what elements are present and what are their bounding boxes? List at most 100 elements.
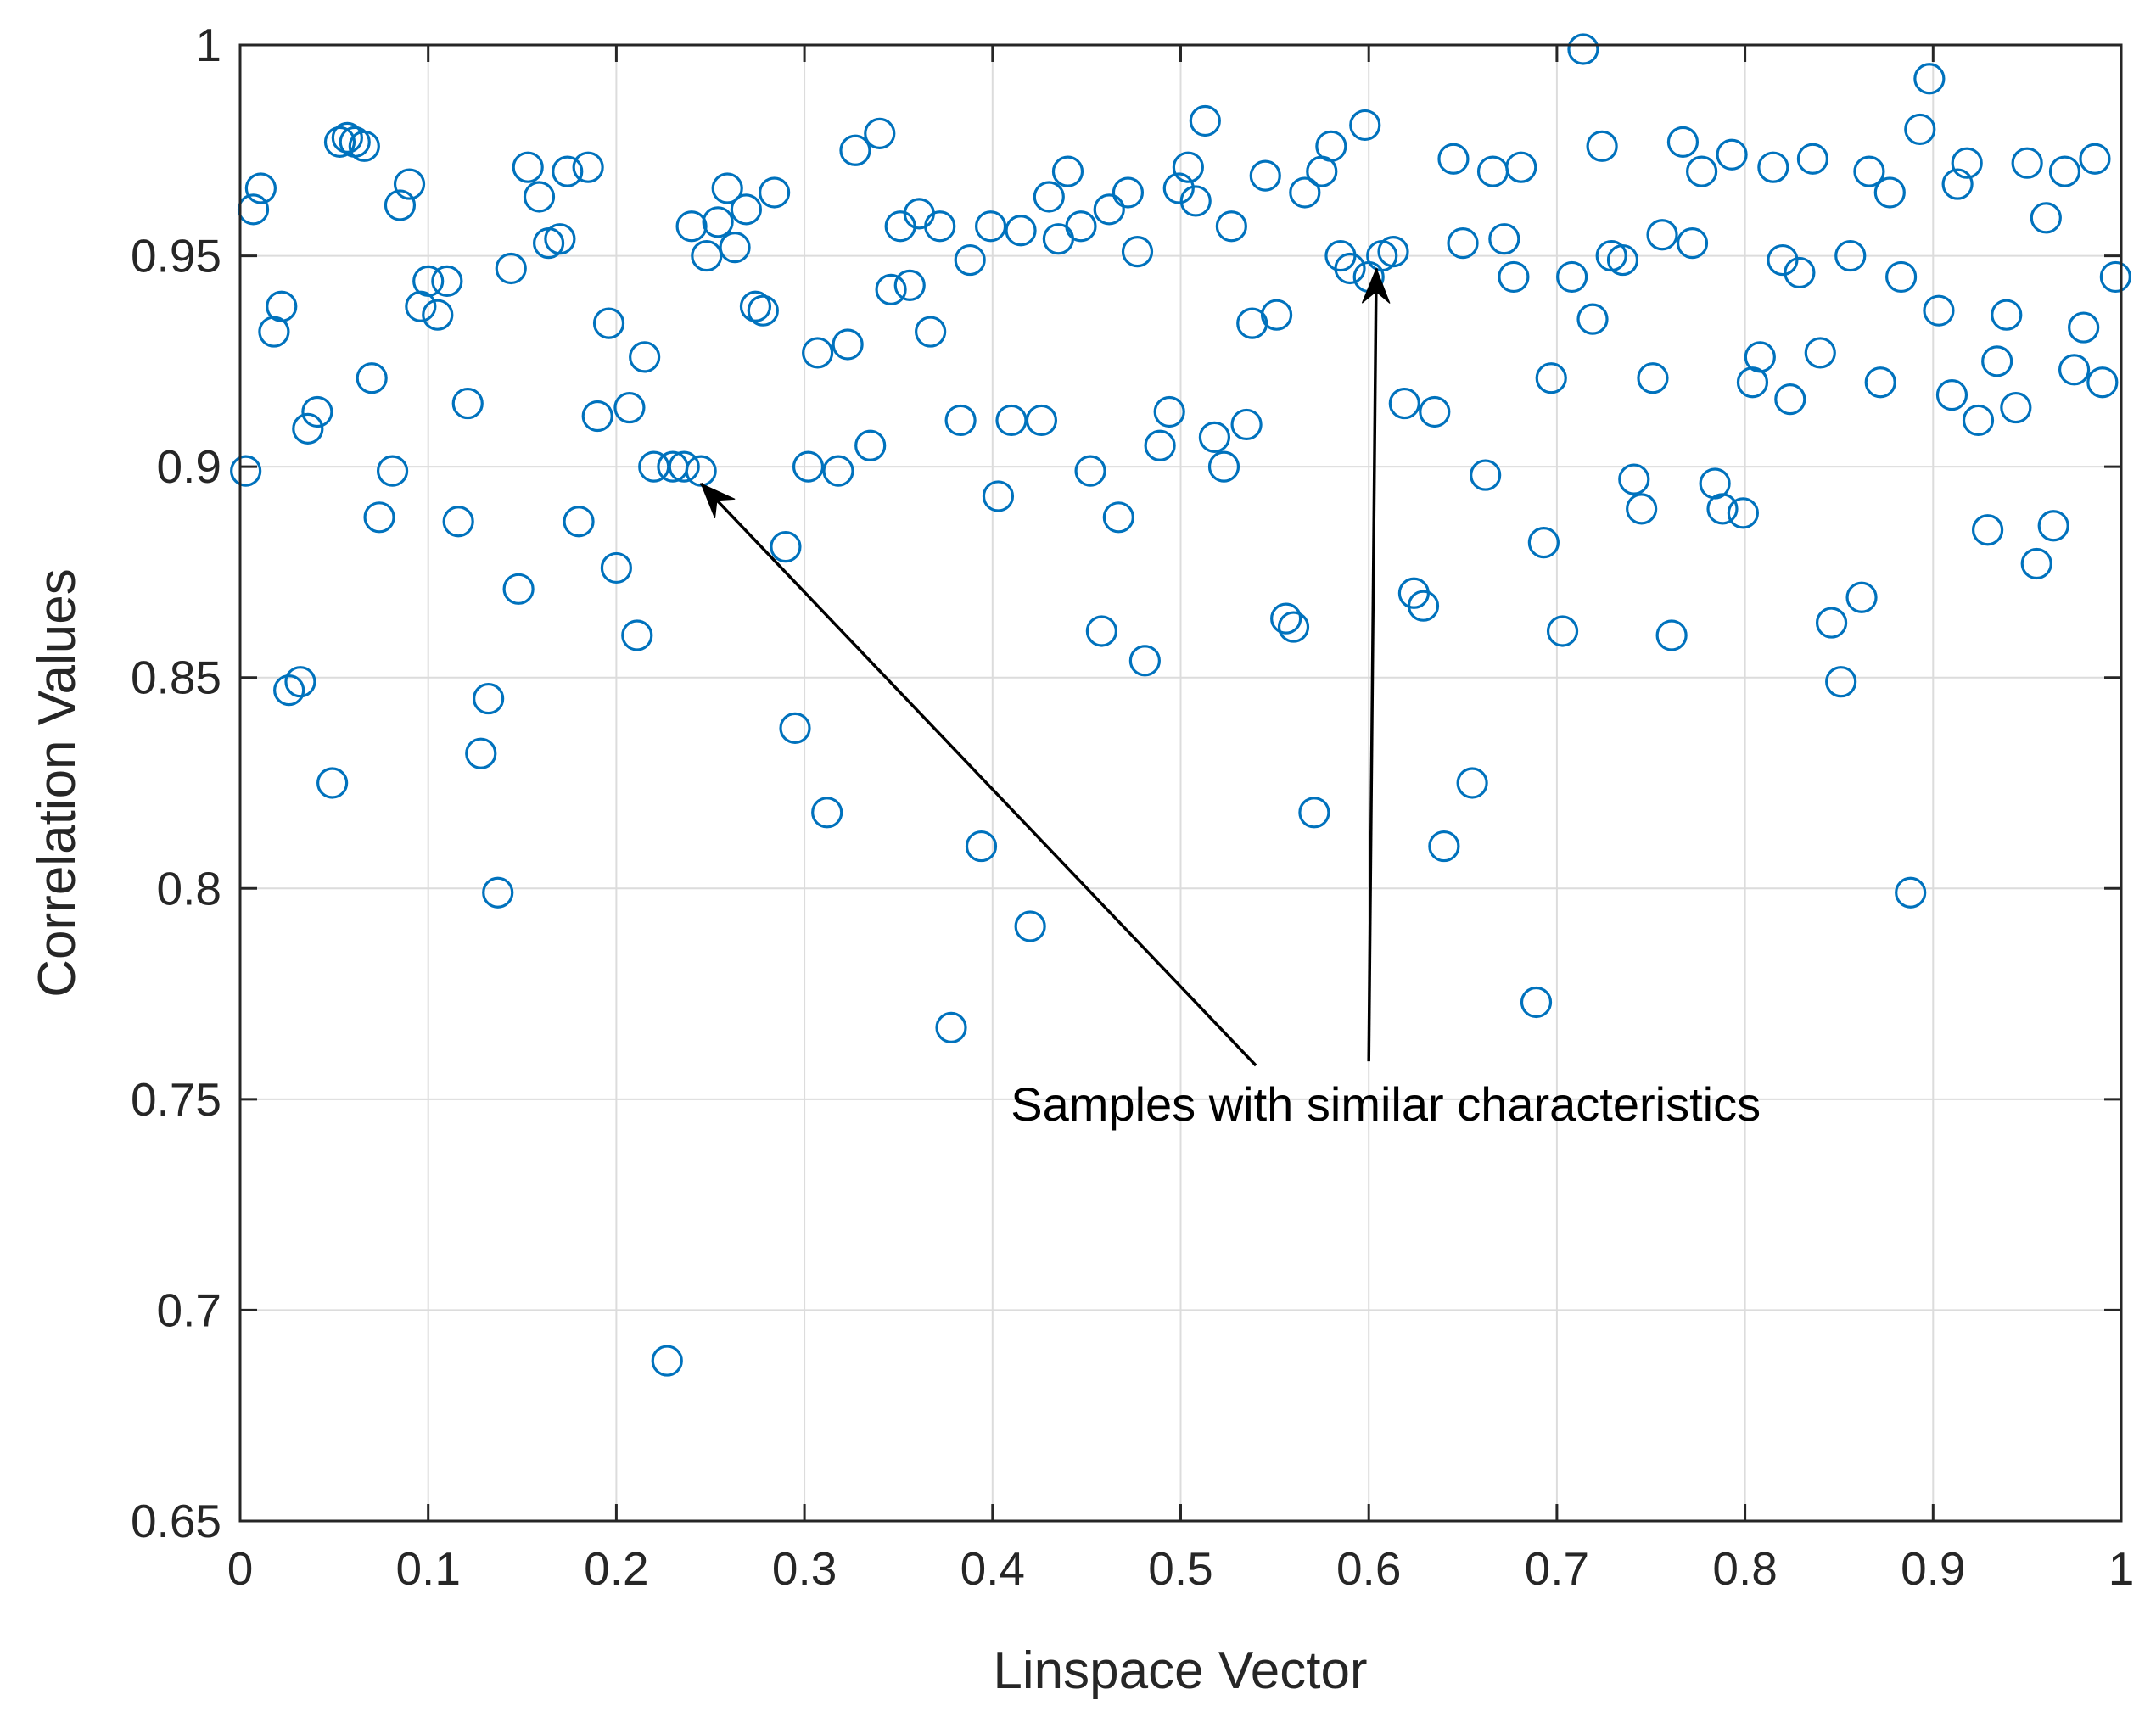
scatter-point [1189,104,1221,137]
annotation-arrow-line [1367,268,1378,1062]
scatter-point [482,876,514,909]
scatter-point [1637,362,1669,394]
scatter-point [2000,391,2032,424]
scatter-point [1655,619,1688,651]
scatter-point [1757,151,1789,183]
scatter-point [1767,243,1799,277]
annotation-arrow-head [700,483,736,519]
annotation: Samples with similar characteristics [699,267,1761,1131]
scatter-point [1014,910,1046,942]
annotation-arrow-head [1361,267,1391,304]
scatter-point [284,666,316,698]
scatter-point [502,573,535,605]
scatter-point [1864,366,1896,399]
scatter-point [1845,581,1878,613]
scatter-point [523,181,556,213]
scatter-point [1093,193,1125,226]
scatter-point [1377,236,1409,268]
scatter-point [1074,455,1106,487]
scatter-point [292,412,324,445]
scatter-point [552,155,584,187]
scatter-point [1230,408,1263,441]
scatter-point [1935,379,1968,411]
scatter-point [1796,143,1829,175]
scatter-point [1470,459,1502,491]
scatter-point [675,210,708,243]
scatter-point [893,269,926,301]
scatter-point [1179,185,1212,217]
scatter-point [1666,126,1700,158]
scatter-point [331,121,363,154]
scatter-point [600,551,633,584]
x-tick-label: 1 [2108,1542,2135,1595]
scatter-point [1962,404,1995,437]
scatter-point [1646,219,1678,251]
y-tick-label: 0.75 [131,1073,221,1126]
scatter-point [2048,155,2081,187]
scatter-point [544,223,576,255]
scatter-point [792,450,825,483]
scatter-point [822,455,854,487]
scatter-point [1215,210,1247,243]
scatter-point [1618,463,1650,495]
scatter-point [2020,547,2052,580]
scatter-point [1716,138,1748,171]
scatter-point [1535,362,1567,394]
scatter-point [1567,33,1599,65]
scatter-point [1153,395,1185,428]
scatter-point [935,1011,967,1043]
y-tick-label: 0.8 [157,862,221,914]
scatter-point [451,387,484,420]
scatter-point [1315,130,1347,162]
scatter-point [1626,493,1658,525]
scatter-point [1520,986,1553,1019]
scatter-point [854,429,887,461]
scatter-point [563,506,595,538]
scatter-point [376,455,409,487]
scatter-point [1834,239,1867,272]
scatter-point [770,530,802,563]
scatter-point [2058,354,2091,386]
scatter-point [2068,311,2100,344]
scatter-point [1388,387,1420,420]
scatter-point [316,767,349,799]
scatter-point [1102,501,1134,534]
scatter-point [1419,395,1451,428]
scatter-point [1498,260,1530,294]
scatter-point [1586,130,1618,162]
scatter-point [1774,383,1806,416]
y-axis-title: Correlation Values [28,568,87,997]
scatter-point [779,712,811,744]
y-tick-label: 0.95 [131,230,221,282]
scatter-point [702,206,734,238]
x-axis-title: Linspace Vector [993,1641,1367,1700]
scatter-point [1144,429,1176,461]
scatter-point [2037,510,2069,542]
scatter-point [1904,113,1936,146]
scatter-point [1576,303,1609,335]
scatter-point [2011,147,2043,179]
annotation-text: Samples with similar characteristics [1011,1077,1761,1131]
scatter-point [1744,341,1776,373]
scatter-point [473,682,505,715]
scatter-point [864,117,896,149]
scatter-point [422,299,454,331]
scatter-point [802,337,834,369]
scatter-point [2099,260,2131,294]
scatter-point [1913,63,1946,95]
scatter-point [875,273,907,305]
scatter-point [1546,615,1579,647]
scatter-point [1815,607,1848,639]
scatter-point [954,243,986,277]
scatter-point [1853,155,1885,187]
scatter-point [1556,260,1588,294]
scatter-point [1277,611,1310,643]
scatter-point [1298,797,1330,829]
y-tick-label: 0.9 [157,440,221,493]
scatter-point [811,797,843,829]
scatter-point [974,210,1007,243]
scatter-point [1923,294,1955,327]
scatter-point [1456,767,1488,799]
scatter-point [1428,830,1460,863]
scatter-point [1198,421,1231,453]
